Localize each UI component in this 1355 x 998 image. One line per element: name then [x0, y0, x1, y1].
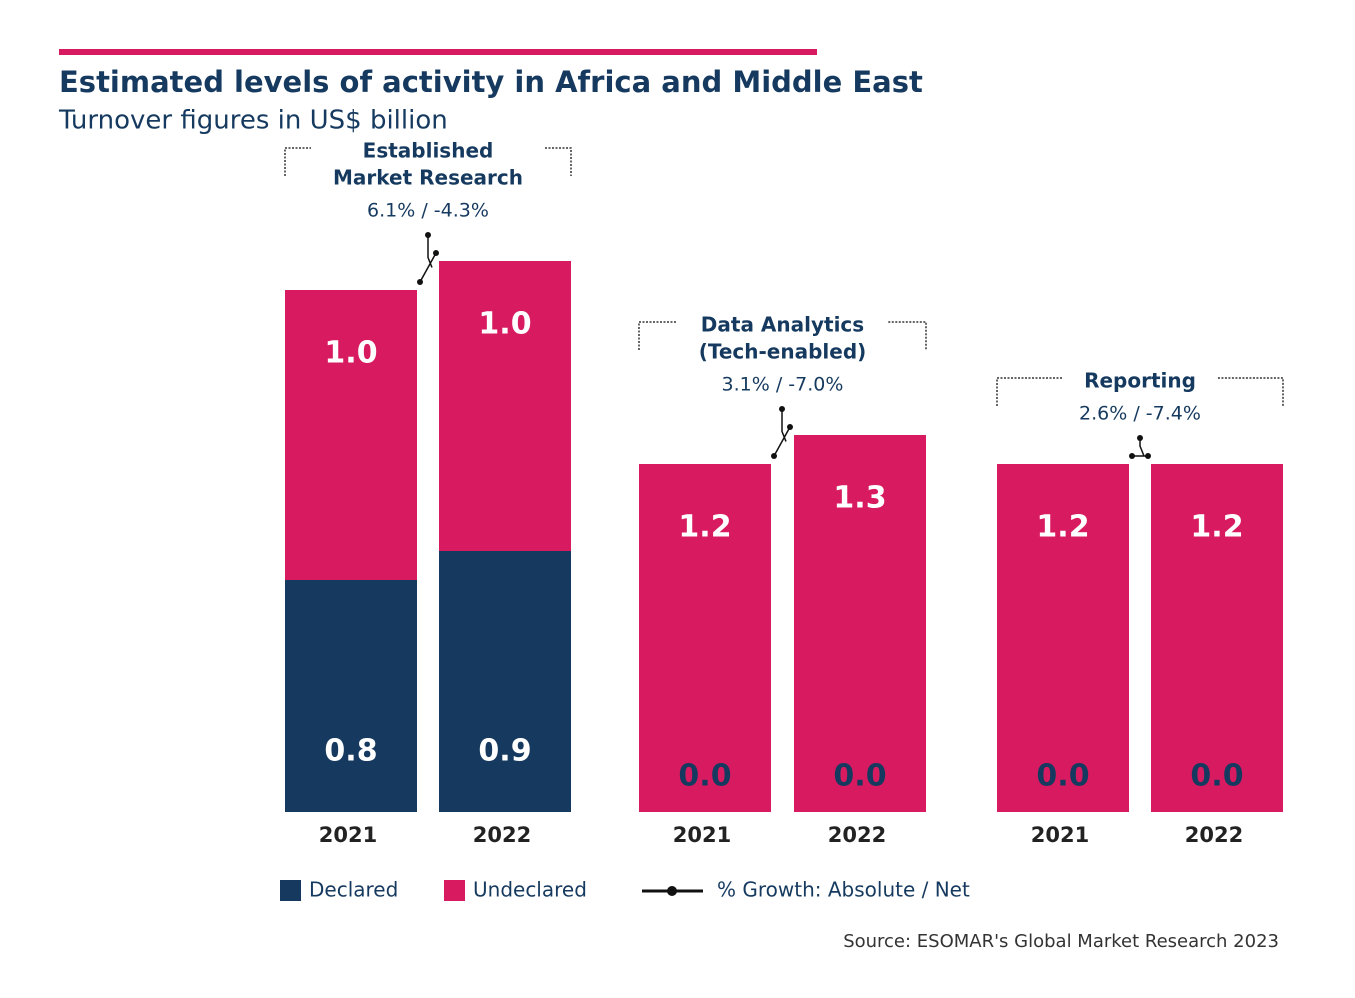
value-label: 1.2	[1190, 510, 1243, 545]
value-label: 1.3	[833, 481, 886, 516]
connector-dot	[779, 406, 785, 412]
bar-segment	[285, 580, 417, 812]
legend-label: % Growth: Absolute / Net	[717, 878, 970, 902]
title-rule	[59, 49, 817, 55]
growth-connector	[419, 235, 437, 283]
group-bracket	[545, 147, 572, 176]
connector-dot	[1137, 435, 1143, 441]
value-label: 0.8	[324, 734, 377, 769]
source-note: Source: ESOMAR's Global Market Research …	[843, 931, 1279, 952]
value-label: 1.2	[678, 510, 731, 545]
growth-label: 6.1% / -4.3%	[367, 200, 489, 222]
bar-segment	[285, 290, 417, 580]
legend-swatch	[280, 880, 301, 901]
group-label: (Tech-enabled)	[699, 340, 867, 364]
bar-segment	[439, 261, 571, 551]
growth-connector	[773, 409, 791, 457]
connector-dot	[771, 453, 777, 459]
value-label: 0.0	[1190, 759, 1243, 794]
value-label: 0.9	[478, 734, 531, 769]
group-label: Reporting	[1084, 369, 1196, 393]
connector-dot	[425, 232, 431, 238]
connector-dot	[1129, 453, 1135, 459]
legend-dot	[667, 886, 677, 896]
value-label: 0.0	[678, 759, 731, 794]
group-bracket	[284, 147, 311, 176]
group-bracket	[888, 321, 927, 350]
group-label: Established	[363, 139, 494, 163]
value-label: 1.0	[478, 307, 531, 342]
x-tick-label: 2022	[828, 823, 886, 847]
value-label: 1.2	[1036, 510, 1089, 545]
chart-title: Estimated levels of activity in Africa a…	[59, 65, 923, 99]
bar-segment	[997, 464, 1129, 812]
legend-label: Undeclared	[473, 878, 587, 902]
group-bracket	[996, 377, 1063, 406]
group-label: Data Analytics	[701, 313, 864, 337]
value-label: 0.0	[833, 759, 886, 794]
bar-segment	[794, 435, 926, 812]
group-bracket	[1217, 377, 1284, 406]
group-bracket	[638, 321, 677, 350]
x-tick-label: 2022	[473, 823, 531, 847]
value-label: 1.0	[324, 336, 377, 371]
x-tick-label: 2021	[673, 823, 731, 847]
legend-label: Declared	[309, 878, 398, 902]
x-tick-label: 2021	[1031, 823, 1089, 847]
group-label: Market Research	[333, 166, 523, 190]
growth-label: 3.1% / -7.0%	[722, 374, 844, 396]
x-tick-label: 2022	[1185, 823, 1243, 847]
connector-dot	[1145, 453, 1151, 459]
chart-subtitle: Turnover figures in US$ billion	[58, 106, 448, 136]
bar-segment	[639, 464, 771, 812]
legend-swatch	[444, 880, 465, 901]
bar-segment	[439, 551, 571, 812]
bar-segment	[1151, 464, 1283, 812]
connector-dot	[433, 250, 439, 256]
connector-dot	[787, 424, 793, 430]
connector-dot	[417, 279, 423, 285]
value-label: 0.0	[1036, 759, 1089, 794]
x-tick-label: 2021	[319, 823, 377, 847]
growth-label: 2.6% / -7.4%	[1079, 403, 1201, 425]
